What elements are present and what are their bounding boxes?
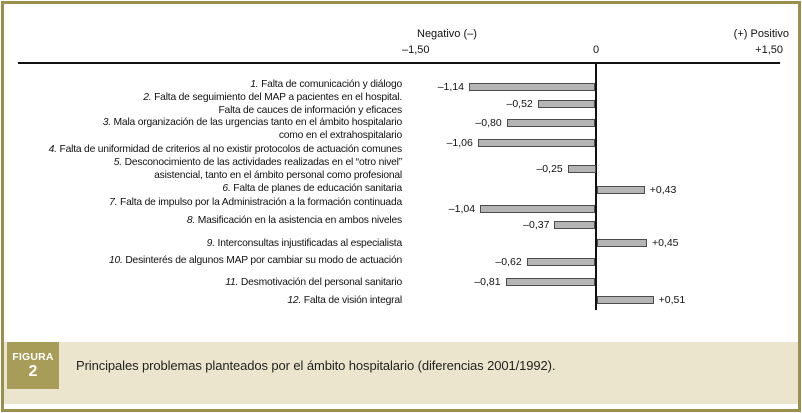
bar-item-11 bbox=[505, 277, 596, 286]
item-label-line: 5. Desconocimiento de las actividades re… bbox=[113, 156, 402, 168]
item-number: 12. bbox=[287, 294, 304, 306]
bar-value-label: –0,37 bbox=[523, 218, 550, 231]
bar-item-1 bbox=[468, 83, 596, 91]
bar-item-6 bbox=[597, 185, 645, 194]
bar-value-label: –1,06 bbox=[446, 136, 473, 149]
item-label-line: 7. Falta de impulso por la Administració… bbox=[109, 196, 402, 208]
bar-value-label: –0,80 bbox=[475, 116, 502, 129]
bar-item-4 bbox=[477, 138, 596, 147]
item-number: 3. bbox=[102, 116, 114, 128]
figure-tag-box: FIGURA 2 bbox=[7, 342, 59, 389]
bar-item-2 bbox=[537, 100, 596, 108]
item-number: 1. bbox=[250, 78, 262, 90]
item-label-line: Falta de cauces de información y eficace… bbox=[218, 104, 402, 116]
negative-axis-tick: –1,50 bbox=[402, 44, 430, 56]
bar-value-label: –1,04 bbox=[448, 202, 476, 215]
item-label-line: 12. Falta de visión integral bbox=[287, 294, 402, 306]
bar-value-label: –1,14 bbox=[437, 81, 464, 93]
bar-value-label: +0,45 bbox=[651, 237, 679, 249]
figure-tag-number: 2 bbox=[28, 363, 38, 380]
item-label-line: 1. Falta de comunicación y diálogo bbox=[250, 78, 402, 90]
item-number: 6. bbox=[222, 182, 234, 194]
item-label-line: 10. Desinterés de algunos MAP por cambia… bbox=[108, 254, 402, 266]
item-number: 2. bbox=[143, 91, 155, 103]
item-number: 10. bbox=[108, 254, 126, 266]
bar-item-7 bbox=[480, 204, 596, 213]
item-number: 5. bbox=[113, 156, 125, 168]
item-number: 11. bbox=[225, 277, 241, 288]
item-label-line: 9. Interconsultas injustificadas al espe… bbox=[206, 238, 403, 249]
negative-axis-header: Negativo (–) bbox=[417, 28, 477, 40]
item-label-line: 6. Falta de planes de educación sanitari… bbox=[222, 182, 402, 194]
bar-value-label: +0,51 bbox=[658, 294, 686, 306]
bar-value-label: –0,62 bbox=[495, 255, 522, 268]
bar-value-label: –0,81 bbox=[474, 275, 501, 288]
item-number: 9. bbox=[206, 238, 218, 249]
positive-axis-header: (+) Positivo bbox=[733, 28, 789, 40]
item-label-line: 4. Falta de uniformidad de criterios al … bbox=[48, 143, 403, 155]
bar-item-12 bbox=[597, 296, 654, 304]
bar-item-3 bbox=[506, 118, 596, 127]
figure-footer-band bbox=[4, 342, 798, 404]
zero-axis-tick: 0 bbox=[592, 44, 600, 56]
bar-item-5 bbox=[567, 165, 596, 173]
positive-axis-tick: +1,50 bbox=[755, 44, 783, 56]
bar-item-10 bbox=[526, 257, 596, 266]
figure-caption: Principales problemas planteados por el … bbox=[76, 358, 556, 373]
item-label-line: 3. Mala organización de las urgencias ta… bbox=[102, 116, 403, 128]
item-label-line: asistencial, tanto en el ámbito personal… bbox=[154, 169, 402, 181]
axis-top-rule bbox=[18, 62, 780, 64]
bar-value-label: +0,43 bbox=[649, 183, 677, 196]
bar-item-9 bbox=[597, 239, 647, 247]
item-label-line: 2. Falta de seguimiento del MAP a pacien… bbox=[143, 91, 402, 103]
item-number: 8. bbox=[186, 215, 198, 226]
bar-value-label: –0,52 bbox=[506, 98, 533, 110]
item-label-line: 11. Desmotivación del personal sanitario bbox=[225, 277, 402, 288]
zero-axis-line bbox=[595, 62, 597, 310]
bar-value-label: –0,25 bbox=[536, 163, 563, 175]
item-label-line: como en el extrahospitalario bbox=[278, 129, 402, 141]
item-label-line: 8. Masificación en la asistencia en ambo… bbox=[186, 215, 402, 226]
figure-tag-label: FIGURA bbox=[12, 351, 54, 363]
bar-item-8 bbox=[554, 220, 596, 229]
item-number: 7. bbox=[109, 196, 121, 208]
item-number: 4. bbox=[48, 143, 60, 155]
